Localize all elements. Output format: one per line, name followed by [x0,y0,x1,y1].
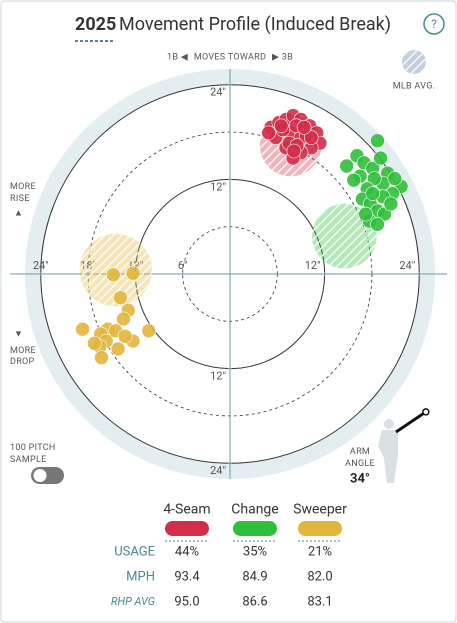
y-tick-label: 12" [210,370,226,383]
arm-angle-value: 34° [350,471,370,486]
direction-left: 1B ◀ [167,52,188,62]
pitch-dot [273,118,289,134]
rhp-avg-value: 86.6 [242,594,267,609]
row-label: RHP AVG [111,595,155,608]
pitch-dot [366,171,382,186]
pitch-dot [87,336,102,351]
rise-label-2: RISE [10,194,30,204]
pitch-dot [110,341,126,357]
arm-angle-label: ARM [350,447,370,457]
x-tick-label: 24" [399,259,415,272]
toggle-knob[interactable] [33,469,47,482]
mlb-avg-hatch [312,203,377,269]
pitch-dot [370,133,385,149]
pitch-dot [117,328,133,344]
legend-label: Sweeper [293,502,347,518]
title-year: 2025 [75,14,116,35]
pitcher-figure [378,419,398,483]
pitch-dot [125,265,141,281]
pitch-dot [116,311,131,327]
pitch-dot [75,321,90,337]
help-button[interactable] [423,13,445,35]
pitch-dot [303,130,319,145]
pitch-dot [94,350,109,365]
pitch-dot [358,206,373,222]
pitch-dot [141,323,157,339]
row-label: MPH [126,569,155,584]
pitch-dot [261,125,276,141]
pitch-dot [365,186,381,201]
rhp-avg-value: 83.1 [307,594,332,609]
mph-value: 84.9 [242,569,267,584]
drop-label: MORE [10,346,36,356]
pitch-dot [286,143,302,159]
x-tick-label: 6" [178,259,188,272]
rhp-avg-value: 95.0 [174,594,199,609]
pitch-dot [370,217,385,232]
row-label: USAGE [114,544,155,559]
down-arrow: ▼ [14,329,23,339]
pitch-dot [383,196,399,212]
drop-label-2: DROP [10,357,35,367]
pitch-dot [339,158,354,174]
legend-swatch [165,521,209,536]
y-tick-label: 12" [210,180,226,193]
arm-angle-label-2: ANGLE [345,459,375,469]
sample-label: 100 PITCH [10,443,56,453]
mph-value: 82.0 [307,569,332,584]
direction-mid: MOVES TOWARD [194,52,266,62]
pitch-dot [296,120,312,135]
x-tick-label: 12" [305,259,321,272]
legend-label: 4-Seam [163,502,210,518]
help-icon[interactable]: ? [431,17,437,31]
pitch-dot [346,172,362,188]
mlb-avg-label: MLB AVG. [393,81,436,91]
up-arrow: ▲ [14,208,23,218]
arm-angle-line [395,410,427,434]
legend-label: Change [231,502,278,518]
mph-value: 93.4 [174,569,200,584]
mlb-avg-icon-hatch [402,50,426,74]
rise-label: MORE [10,182,36,192]
usage-value: 44% [175,544,199,559]
y-tick-label: 24" [210,86,226,99]
pitch-dot [373,150,388,166]
ball [422,408,430,416]
usage-value: 21% [308,544,332,559]
usage-value: 35% [243,544,267,559]
pitch-dot [387,171,403,186]
direction-right: ▶ 3B [272,52,293,62]
sample-label-2: SAMPLE [10,455,47,465]
pitch-dot [113,290,128,305]
pitch-dot [106,267,121,283]
chart-title: Movement Profile (Induced Break) [119,14,391,35]
y-tick-label: 24" [210,464,226,477]
legend-swatch [298,521,342,536]
legend-swatch [233,521,277,536]
x-tick-label: 24" [33,259,49,272]
